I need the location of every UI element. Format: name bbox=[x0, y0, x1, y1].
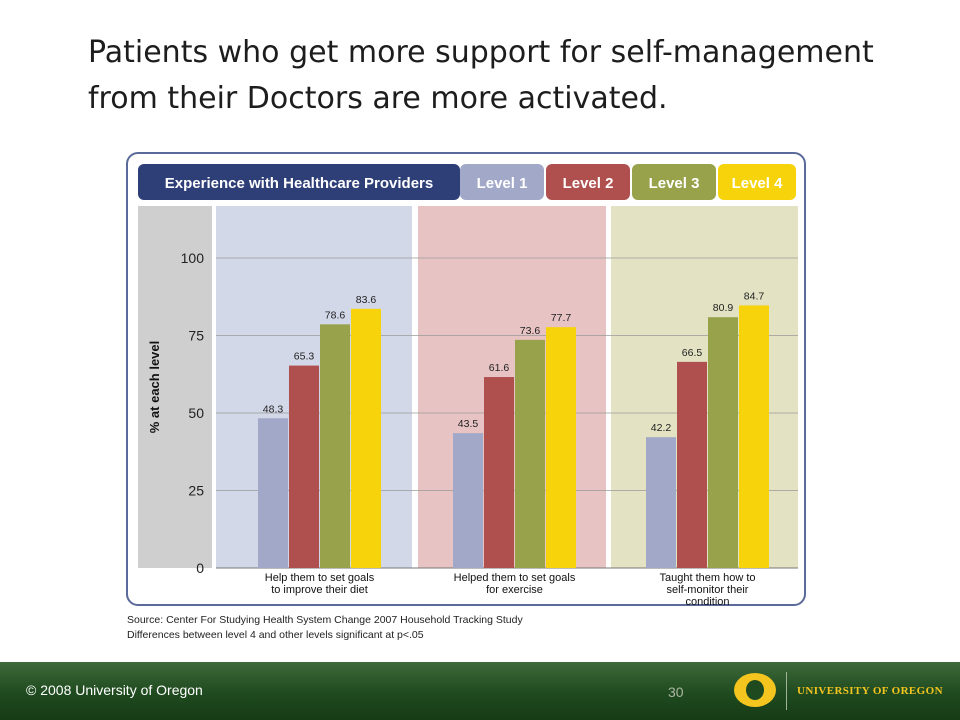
legend-label: Level 1 bbox=[477, 175, 528, 192]
x-tick-label: to improve their diet bbox=[271, 584, 368, 596]
y-tick-label: 0 bbox=[196, 560, 204, 576]
legend-swatch bbox=[718, 164, 796, 200]
data-label: 42.2 bbox=[651, 422, 672, 434]
y-tick-label: 75 bbox=[188, 328, 204, 344]
x-tick-label: Taught them how to bbox=[659, 572, 755, 584]
university-name: UNIVERSITY OF OREGON bbox=[797, 685, 943, 697]
legend-swatch bbox=[546, 164, 630, 200]
y-axis-label: % at each level bbox=[147, 341, 162, 434]
bar bbox=[484, 377, 514, 568]
x-tick-label: Help them to set goals bbox=[265, 572, 375, 584]
page-number: 30 bbox=[668, 684, 684, 700]
bar bbox=[289, 365, 319, 568]
footer-bar: © 2008 University of Oregon 30 UNIVERSIT… bbox=[0, 662, 960, 720]
copyright-text: © 2008 University of Oregon bbox=[26, 682, 203, 698]
data-label: 80.9 bbox=[713, 302, 734, 314]
chart-title-bar bbox=[138, 164, 460, 200]
significance-note: Differences between level 4 and other le… bbox=[127, 629, 424, 641]
x-tick-label: for exercise bbox=[486, 584, 543, 596]
data-label: 83.6 bbox=[356, 294, 377, 306]
y-axis-panel bbox=[138, 206, 212, 568]
data-label: 78.6 bbox=[325, 309, 346, 321]
y-tick-label: 50 bbox=[188, 405, 204, 421]
legend-label: Level 4 bbox=[732, 175, 784, 192]
chart-title: Experience with Healthcare Providers bbox=[165, 175, 433, 192]
bar bbox=[258, 418, 288, 568]
bar-chart: Experience with Healthcare Providers Leve… bbox=[138, 164, 798, 608]
oregon-o-logo-icon bbox=[734, 673, 776, 707]
bar bbox=[515, 339, 545, 568]
data-label: 66.5 bbox=[682, 347, 703, 359]
source-note: Source: Center For Studying Health Syste… bbox=[127, 613, 523, 643]
data-label: 77.7 bbox=[551, 312, 572, 324]
slide-title: Patients who get more support for self-m… bbox=[88, 35, 874, 116]
legend-label: Level 2 bbox=[563, 175, 614, 192]
data-label: 65.3 bbox=[294, 351, 315, 363]
bar bbox=[739, 305, 769, 568]
data-label: 84.7 bbox=[744, 290, 765, 302]
y-tick-label: 100 bbox=[181, 250, 205, 266]
bar bbox=[708, 317, 738, 568]
data-label: 48.3 bbox=[263, 403, 284, 415]
data-label: 61.6 bbox=[489, 362, 510, 374]
bar bbox=[320, 324, 350, 568]
data-label: 43.5 bbox=[458, 418, 479, 430]
data-label: 73.6 bbox=[520, 325, 541, 337]
legend-swatch bbox=[460, 164, 544, 200]
source-line: Source: Center For Studying Health Syste… bbox=[127, 614, 523, 626]
bar bbox=[351, 308, 381, 568]
legend-label: Level 3 bbox=[649, 175, 700, 192]
logo-divider bbox=[786, 672, 787, 710]
y-tick-label: 25 bbox=[188, 483, 204, 499]
x-tick-label: Helped them to set goals bbox=[454, 572, 576, 584]
bar bbox=[546, 327, 576, 568]
bar bbox=[677, 361, 707, 568]
x-tick-label: self-monitor their bbox=[667, 584, 749, 596]
bar bbox=[646, 437, 676, 568]
bar bbox=[453, 433, 483, 568]
x-tick-label: condition bbox=[685, 596, 729, 608]
legend-swatch bbox=[632, 164, 716, 200]
chart-figure: Experience with Healthcare Providers Leve… bbox=[126, 152, 806, 608]
